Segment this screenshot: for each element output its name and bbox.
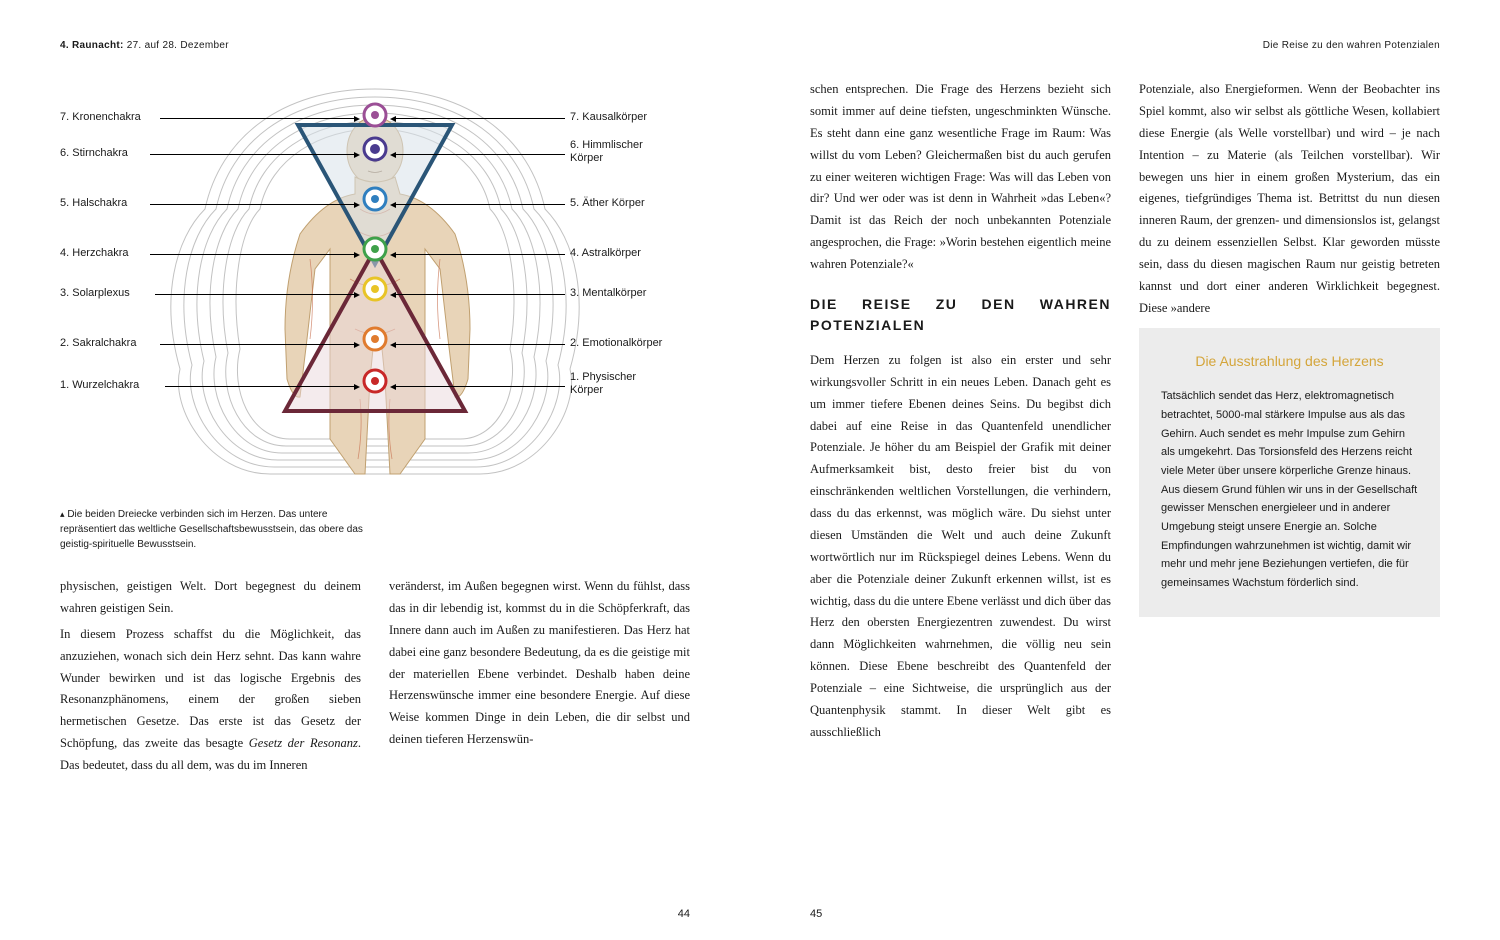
arrow: [395, 254, 565, 255]
header-right: Die Reise zu den wahren Potenzialen: [810, 40, 1440, 51]
left-page-columns: physischen, geistigen Welt. Dort begegne…: [60, 576, 690, 781]
label-heart-chakra: 4. Herzchakra: [60, 247, 129, 260]
arrow: [395, 154, 565, 155]
arrow: [165, 386, 355, 387]
label-ether-body: 5. Äther Körper: [570, 197, 645, 210]
left-page: 4. Raunacht: 27. auf 28. Dezember: [0, 0, 750, 940]
label-mental-body: 3. Mentalkörper: [570, 287, 646, 300]
label-celestial-body: 6. Himmlischer Körper: [570, 139, 670, 165]
arrow: [395, 204, 565, 205]
arrow: [150, 254, 355, 255]
sidebar-text: Tatsächlich sendet das Herz, elektromagn…: [1161, 387, 1418, 593]
body-text: In diesem Prozess schaffst du die Möglic…: [60, 624, 361, 777]
page-number-left: 44: [678, 908, 690, 920]
body-text: Dem Herzen zu folgen ist also ein erster…: [810, 350, 1111, 744]
right-page-columns: schen entsprechen. Die Frage des Herzens…: [810, 79, 1440, 899]
right-col2: Potenziale, also Energieformen. Wenn der…: [1139, 79, 1440, 899]
left-col1: physischen, geistigen Welt. Dort begegne…: [60, 576, 361, 781]
body-text: schen entsprechen. Die Frage des Herzens…: [810, 79, 1111, 276]
sidebar-box: Die Ausstrahlung des Herzens Tatsächlich…: [1139, 328, 1440, 617]
left-col2: veränderst, im Außen begegnen wirst. Wen…: [389, 576, 690, 781]
sidebar-title: Die Ausstrahlung des Herzens: [1161, 352, 1418, 372]
header-left-bold: 4. Raunacht:: [60, 40, 124, 51]
diagram-caption: ▴ Die beiden Dreiecke verbinden sich im …: [60, 507, 370, 552]
chakra-diagram: 7. Kronenchakra 6. Stirnchakra 5. Halsch…: [60, 79, 690, 499]
header-left-rest: 27. auf 28. Dezember: [124, 40, 229, 51]
right-page: Die Reise zu den wahren Potenzialen sche…: [750, 0, 1500, 940]
label-sacral-chakra: 2. Sakralchakra: [60, 337, 136, 350]
header-left: 4. Raunacht: 27. auf 28. Dezember: [60, 40, 690, 51]
label-causal-body: 7. Kausalkörper: [570, 111, 647, 124]
label-physical-body: 1. Physischer Körper: [570, 371, 660, 397]
arrow: [395, 118, 565, 119]
caption-marker-icon: ▴: [60, 509, 65, 519]
label-crown-chakra: 7. Kronenchakra: [60, 111, 141, 124]
arrow: [155, 294, 355, 295]
label-brow-chakra: 6. Stirnchakra: [60, 147, 128, 160]
label-throat-chakra: 5. Halschakra: [60, 197, 127, 210]
right-col1: schen entsprechen. Die Frage des Herzens…: [810, 79, 1111, 899]
label-solar-chakra: 3. Solarplexus: [60, 287, 130, 300]
body-text: Potenziale, also Energieformen. Wenn der…: [1139, 79, 1440, 320]
arrow: [395, 386, 565, 387]
label-root-chakra: 1. Wurzelchakra: [60, 379, 139, 392]
caption-text: Die beiden Dreiecke verbinden sich im He…: [60, 509, 363, 550]
label-emotional-body: 2. Emotionalkörper: [570, 337, 662, 350]
body-text: physischen, geistigen Welt. Dort begegne…: [60, 576, 361, 620]
arrow: [395, 344, 565, 345]
body-text: veränderst, im Außen begegnen wirst. Wen…: [389, 576, 690, 751]
arrow: [160, 118, 355, 119]
section-heading: DIE REISE ZU DEN WAHREN POTENZIALEN: [810, 294, 1111, 336]
page-number-right: 45: [810, 908, 822, 920]
arrow: [395, 294, 565, 295]
arrow: [150, 154, 355, 155]
arrow: [150, 204, 355, 205]
arrow: [160, 344, 355, 345]
label-astral-body: 4. Astralkörper: [570, 247, 641, 260]
